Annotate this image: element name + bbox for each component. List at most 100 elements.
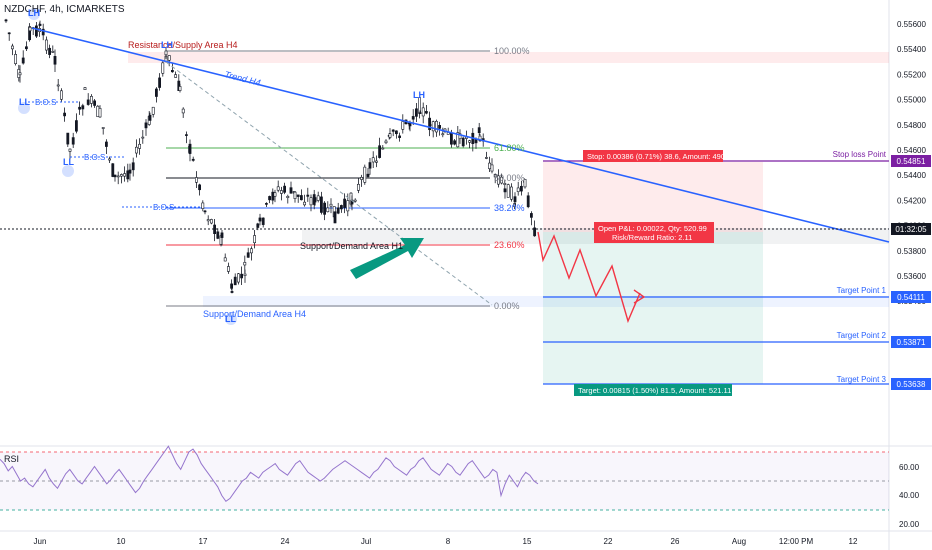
candle-body (271, 191, 275, 201)
rsi-tick-60: 60.00 (899, 463, 920, 472)
candle-body (283, 185, 287, 193)
candle-body (336, 207, 340, 214)
candle-body (138, 143, 142, 149)
candle-body (326, 207, 330, 213)
candle-body (78, 106, 82, 110)
target2-price-tag (891, 336, 931, 348)
candle-body (174, 74, 178, 78)
candle-body (488, 162, 492, 170)
candle-body (293, 191, 297, 199)
candle-body (394, 130, 398, 135)
candle-body (28, 26, 32, 32)
candle-body (250, 248, 253, 254)
candle-body (96, 105, 100, 118)
candle-body (371, 157, 375, 163)
candle-body (431, 121, 435, 132)
candle-body (253, 235, 257, 244)
target1-price-tag (891, 291, 931, 303)
target3-price-tag (891, 378, 931, 390)
candle-body (144, 122, 148, 129)
lh-label-3: LH (413, 90, 425, 100)
candle-body (161, 62, 165, 74)
candle-body (141, 136, 145, 139)
candle-body (63, 112, 67, 117)
candle-body (398, 135, 402, 138)
support-h1-label: Support/Demand Area H1 (300, 241, 403, 251)
candle-body (90, 96, 93, 104)
candle-body (273, 192, 277, 197)
candle-body (237, 273, 240, 283)
candle-body (363, 166, 367, 183)
candle-body (478, 135, 482, 142)
candle-body (449, 132, 453, 145)
candle-body (503, 183, 507, 185)
candle-body (256, 223, 260, 228)
ll-marker-2 (62, 165, 74, 177)
target1-price: 0.54111 (897, 293, 925, 302)
rr-text: Risk/Reward Ratio: 2.11 (612, 233, 692, 242)
time-tick: 10 (117, 537, 126, 546)
green-arrow (350, 238, 424, 279)
candle-body (424, 111, 428, 114)
candle-body (164, 50, 168, 56)
candle-body (384, 140, 388, 144)
candle-body (230, 291, 234, 293)
candle-body (220, 232, 224, 238)
candle-body (261, 217, 265, 225)
candle-body (503, 188, 507, 193)
candle-body (51, 51, 55, 53)
candle-body (48, 47, 52, 55)
open-pnl-text: Open P&L: 0.00022, Qty: 520.99 (598, 224, 707, 233)
ll-marker-3 (225, 313, 237, 325)
target3-price: 0.53638 (897, 380, 926, 389)
candle-body (500, 176, 504, 184)
candle-body (148, 114, 152, 121)
support-h4-label: Support/Demand Area H4 (203, 309, 306, 319)
candle-body (201, 202, 205, 209)
price-tick: 0.53800 (897, 247, 926, 256)
candle-body (7, 32, 11, 35)
open-pnl-box (594, 222, 714, 243)
candle-body (116, 175, 120, 178)
projection-arrowhead (633, 289, 646, 304)
candle-body (516, 187, 520, 192)
rsi-tick-40: 40.00 (899, 491, 920, 500)
candle-body (264, 203, 268, 205)
candle-body (128, 169, 132, 174)
rsi-title: RSI (4, 454, 19, 464)
time-tick: 26 (671, 537, 680, 546)
candle-body (286, 195, 290, 198)
candle-body (11, 45, 14, 50)
ll-marker-1 (18, 102, 30, 114)
candle-body (421, 107, 425, 117)
chart-background (0, 0, 889, 446)
candle-body (346, 200, 350, 212)
price-tick: 0.55200 (897, 70, 926, 79)
bos-label-2: B.O.S (84, 153, 105, 162)
rsi-line (0, 445, 539, 502)
candle-body (523, 178, 527, 188)
fib-label-236: 23.60% (494, 240, 525, 250)
candle-body (276, 186, 280, 191)
candle-body (105, 141, 108, 147)
candle-body (14, 54, 18, 64)
candle-body (458, 133, 462, 140)
time-tick: 15 (523, 537, 532, 546)
candle-body (98, 108, 102, 118)
candle-body (306, 194, 310, 197)
candle-body (203, 210, 207, 213)
candle-body (126, 170, 130, 180)
time-axis[interactable]: Jun 10 17 24 Jul 8 15 22 26 Aug 12:00 PM 12 (34, 537, 858, 546)
candle-body (388, 133, 392, 138)
time-tick: 17 (199, 537, 208, 546)
candle-body (195, 177, 198, 183)
candle-body (366, 173, 370, 177)
lh-marker-1 (28, 8, 40, 20)
candle-body (93, 100, 97, 106)
candle-body (243, 273, 247, 276)
ll-label-1: LL (19, 97, 30, 107)
lh-label-1: LH (28, 8, 40, 18)
candle-body (56, 84, 60, 87)
time-tick: Aug (732, 537, 746, 546)
